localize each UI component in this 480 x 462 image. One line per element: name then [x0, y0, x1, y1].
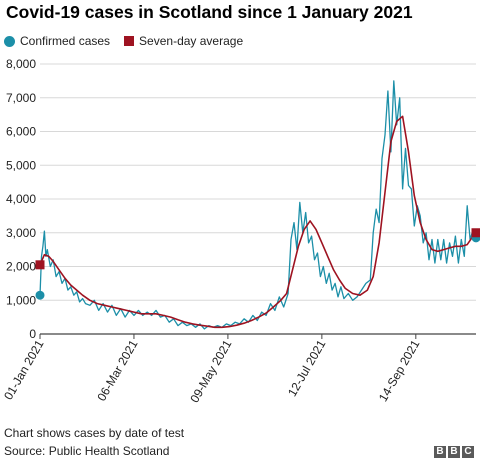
legend-marker-average [124, 36, 135, 46]
logo-letter: C [462, 446, 474, 458]
y-tick-label: 6,000 [6, 125, 36, 139]
chart-note: Chart shows cases by date of test [4, 426, 185, 440]
legend-label-average: Seven-day average [139, 34, 244, 48]
y-tick-label: 5,000 [6, 158, 36, 172]
y-tick-label: 1,000 [6, 293, 36, 307]
y-tick-label: 8,000 [6, 57, 36, 71]
legend: Confirmed cases Seven-day average [4, 33, 257, 49]
chart-area: 0 1,000 2,000 3,000 4,000 5,000 6,000 7,000 8,00… [1, 57, 480, 405]
x-tick-label: 01-Jan 2021 [1, 337, 47, 402]
logo-letter: B [434, 446, 446, 458]
y-tick-label: 0 [29, 327, 36, 341]
x-tick-label: 06-Mar 2021 [94, 337, 140, 403]
logo-letter: B [448, 446, 460, 458]
x-tick-label: 14-Sep 2021 [376, 337, 423, 404]
y-tick-label: 2,000 [6, 260, 36, 274]
data-point-confirmed [35, 290, 45, 300]
y-tick-label: 7,000 [6, 91, 36, 105]
y-tick-label: 3,000 [6, 226, 36, 240]
source-text: Source: Public Health Scotland [4, 444, 170, 458]
x-tick-label: 09-May 2021 [187, 337, 234, 405]
bbc-logo: B B C [432, 446, 474, 458]
data-point-average [471, 228, 480, 238]
series-line-average [39, 115, 477, 329]
legend-item-confirmed: Confirmed cases [4, 34, 110, 48]
legend-item-average: Seven-day average [124, 34, 243, 48]
y-tick-label: 4,000 [6, 192, 36, 206]
legend-marker-confirmed [4, 35, 15, 47]
data-point-average [35, 260, 45, 270]
x-tick-label: 12-Jul 2021 [285, 337, 329, 399]
series-line-confirmed [39, 80, 477, 330]
chart-title: Covid-19 cases in Scotland since 1 Janua… [6, 2, 413, 22]
legend-label-confirmed: Confirmed cases [20, 34, 111, 48]
